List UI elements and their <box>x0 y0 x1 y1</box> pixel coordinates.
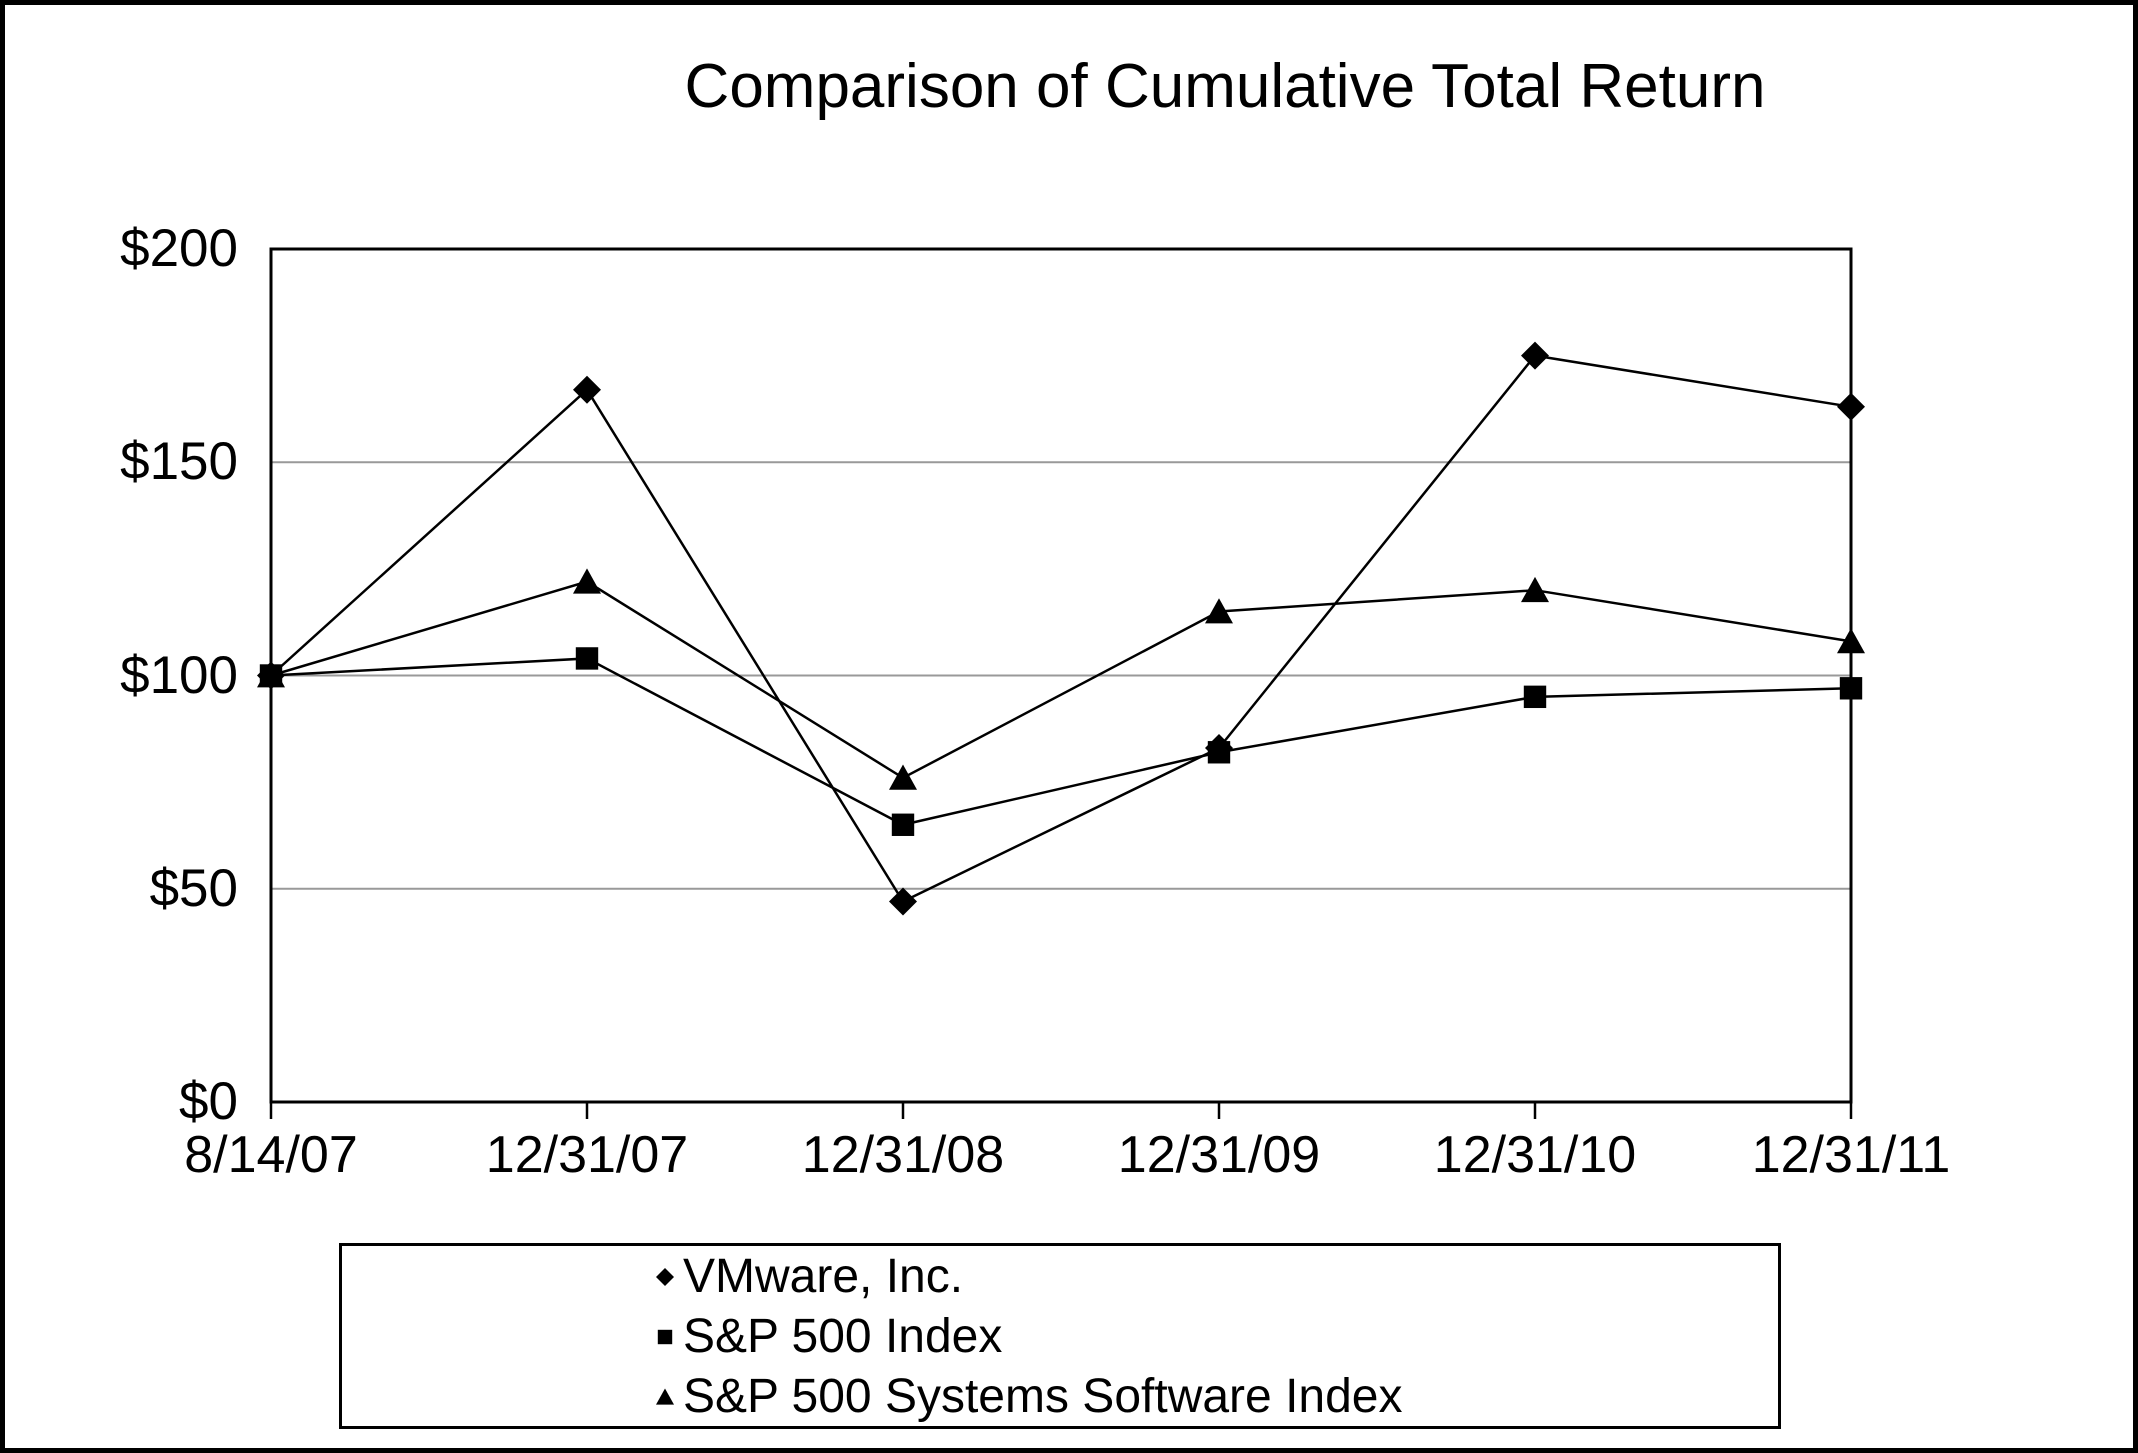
legend-box: VMware, Inc. S&P 500 Index S&P 500 Systems… <box>339 1243 1781 1429</box>
x-axis-label: 12/31/09 <box>1117 1126 1321 1184</box>
plot-area <box>257 247 1865 1119</box>
legend-label: S&P 500 Systems Software Index <box>683 1369 1403 1423</box>
legend-triangle-icon <box>656 1388 674 1405</box>
marker-diamond <box>1521 341 1549 370</box>
y-axis-label: $200 <box>120 219 238 278</box>
legend-row: S&P 500 Systems Software Index <box>651 1366 1402 1426</box>
x-axis-label: 12/31/08 <box>801 1126 1005 1184</box>
marker-square <box>1523 685 1547 709</box>
marker-square <box>575 647 599 670</box>
marker-triangle <box>656 1388 674 1405</box>
marker-diamond <box>1837 392 1865 421</box>
legend-entries: VMware, Inc. S&P 500 Index S&P 500 Systems… <box>651 1246 1402 1426</box>
x-axis-label: 8/14/07 <box>184 1126 358 1184</box>
marker-square <box>657 1329 673 1345</box>
marker-square <box>1839 677 1863 700</box>
x-axis-label: 12/31/07 <box>485 1126 689 1184</box>
legend-row: S&P 500 Index <box>651 1306 1402 1366</box>
series-line-1 <box>270 657 1852 827</box>
legend-diamond-icon <box>656 1268 674 1286</box>
marker-diamond <box>656 1268 674 1286</box>
marker-square <box>891 813 915 836</box>
marker-triangle <box>889 764 917 790</box>
y-axis-label: $100 <box>120 645 238 705</box>
y-axis-label: $150 <box>120 432 238 492</box>
legend-row: VMware, Inc. <box>651 1246 1402 1306</box>
y-axis-label: $0 <box>179 1072 238 1131</box>
marker-square <box>1207 741 1231 764</box>
series-line-2 <box>270 580 1852 780</box>
legend-label: S&P 500 Index <box>683 1309 1003 1363</box>
legend-square-icon <box>657 1329 673 1345</box>
y-axis-label: $50 <box>149 858 238 918</box>
legend-label: VMware, Inc. <box>683 1249 964 1303</box>
marker-triangle <box>1205 598 1233 624</box>
marker-triangle <box>573 568 601 594</box>
x-axis-label: 12/31/10 <box>1433 1126 1637 1184</box>
x-axis-label: 12/31/11 <box>1751 1126 1951 1184</box>
marker-square <box>259 664 283 687</box>
series-line-0 <box>270 354 1852 904</box>
marker-triangle <box>1837 628 1865 654</box>
marker-diamond <box>573 375 601 404</box>
chart-title: Comparison of Cumulative Total Return <box>684 52 1766 121</box>
marker-diamond <box>889 887 917 916</box>
marker-triangle <box>1521 576 1549 603</box>
